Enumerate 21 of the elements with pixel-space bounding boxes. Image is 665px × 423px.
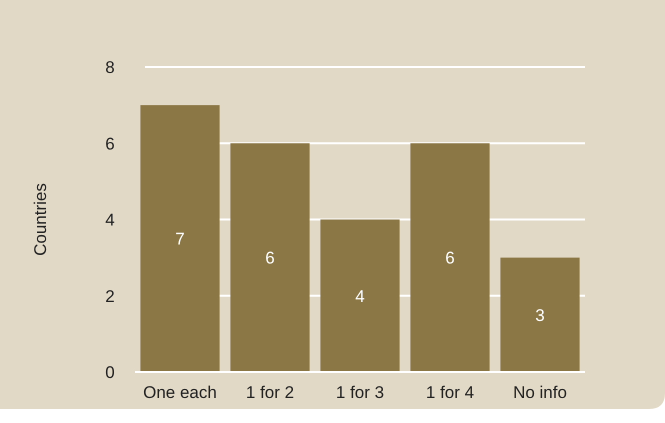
x-tick-label: 1 for 2 [246,383,294,402]
y-tick-label: 8 [105,58,115,77]
y-tick-label: 4 [105,210,115,230]
y-axis-title: Countries [31,183,50,256]
y-tick-label: 0 [105,363,115,382]
data-label: 3 [535,306,545,325]
bar [500,258,580,372]
bar [410,143,490,372]
x-tick-label: 1 for 4 [426,383,474,402]
data-label: 6 [265,248,275,268]
x-tick-label: No info [513,383,567,402]
bar [320,220,400,372]
y-tick-label: 6 [105,134,115,154]
x-tick-label: One each [143,383,217,402]
bar [140,105,220,372]
x-tick-label: 1 for 3 [336,383,384,402]
data-label: 7 [175,230,185,249]
y-tick-label: 2 [105,286,115,306]
data-label: 6 [445,248,455,268]
bar [230,143,310,372]
data-label: 4 [355,286,365,306]
